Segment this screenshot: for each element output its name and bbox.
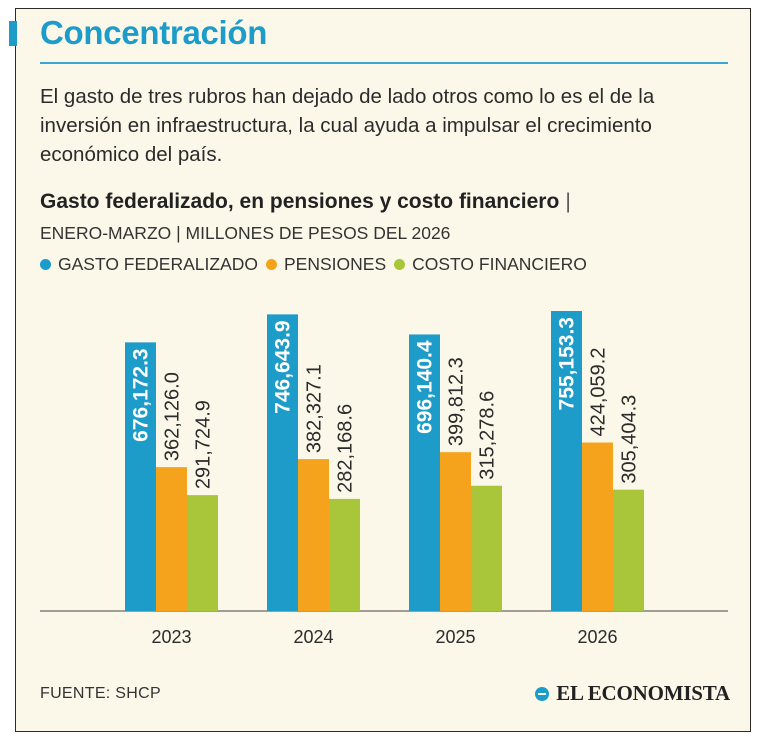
bar-pensiones-2025 <box>440 452 471 611</box>
data-label-costo-financiero-2026: 305,404.3 <box>619 395 641 484</box>
data-label-gasto-federalizado-2026: 755,153.3 <box>556 317 579 410</box>
bar-pensiones-2024 <box>298 459 329 611</box>
legend-item-gasto-federalizado: GASTO FEDERALIZADO <box>40 254 258 275</box>
legend-dot-icon <box>40 259 51 270</box>
source-note: FUENTE: SHCP <box>40 685 161 702</box>
x-tick-label-2025: 2025 <box>435 627 475 647</box>
bar-costo-financiero-2026 <box>613 489 644 611</box>
data-label-gasto-federalizado-2025: 696,140.4 <box>414 340 437 434</box>
x-tick-label-2026: 2026 <box>577 627 617 647</box>
bar-pensiones-2026 <box>582 442 613 611</box>
legend-dot-icon <box>394 259 406 270</box>
legend-dot-icon <box>266 259 277 270</box>
bar-gasto-federalizado-2025 <box>409 334 440 611</box>
legend-label: PENSIONES <box>284 254 387 274</box>
legend-label: GASTO FEDERALIZADO <box>58 254 258 274</box>
legend-item-costo-financiero: COSTO FINANCIERO <box>394 254 587 275</box>
x-tick-label-2024: 2024 <box>293 627 333 647</box>
brand-icon <box>535 686 550 701</box>
data-label-pensiones-2025: 399,812.3 <box>446 357 468 446</box>
data-label-gasto-federalizado-2024: 746,643.9 <box>272 320 295 413</box>
brand-name: EL ECONOMISTA <box>556 681 730 705</box>
x-tick-label-2023: 2023 <box>151 627 191 647</box>
data-label-costo-financiero-2024: 282,168.6 <box>335 404 357 493</box>
bar-pensiones-2023 <box>156 467 187 611</box>
chart-title-separator: | <box>565 190 571 213</box>
bar-gasto-federalizado-2024 <box>267 314 298 611</box>
data-label-pensiones-2024: 382,327.1 <box>304 364 326 453</box>
legend-item-pensiones: PENSIONES <box>266 254 386 275</box>
title-accent-bar <box>9 21 17 46</box>
chart-title: Gasto federalizado, en pensiones y costo… <box>40 190 560 213</box>
bar-gasto-federalizado-2026 <box>551 311 582 611</box>
data-label-pensiones-2026: 424,059.2 <box>588 348 610 437</box>
data-label-pensiones-2023: 362,126.0 <box>162 372 184 461</box>
chart-legend: GASTO FEDERALIZADO PENSIONES COSTO FINAN… <box>40 254 595 275</box>
data-label-gasto-federalizado-2023: 676,172.3 <box>130 348 153 441</box>
bar-costo-financiero-2023 <box>187 495 218 611</box>
brand-logo: EL ECONOMISTA <box>535 681 730 706</box>
title-divider <box>40 62 728 64</box>
chart-subtitle: ENERO-MARZO | MILLONES DE PESOS DEL 2026 <box>40 223 451 243</box>
data-label-costo-financiero-2025: 315,278.6 <box>477 391 499 480</box>
chart-title-row: Gasto federalizado, en pensiones y costo… <box>40 190 571 214</box>
intro-text: El gasto de tres rubros han dejado de la… <box>40 85 655 166</box>
data-label-costo-financiero-2023: 291,724.9 <box>193 400 215 489</box>
bar-gasto-federalizado-2023 <box>125 342 156 611</box>
bar-costo-financiero-2024 <box>329 498 360 611</box>
legend-label: COSTO FINANCIERO <box>412 254 587 274</box>
page-title: Concentración <box>40 14 268 51</box>
bar-costo-financiero-2025 <box>471 485 502 611</box>
